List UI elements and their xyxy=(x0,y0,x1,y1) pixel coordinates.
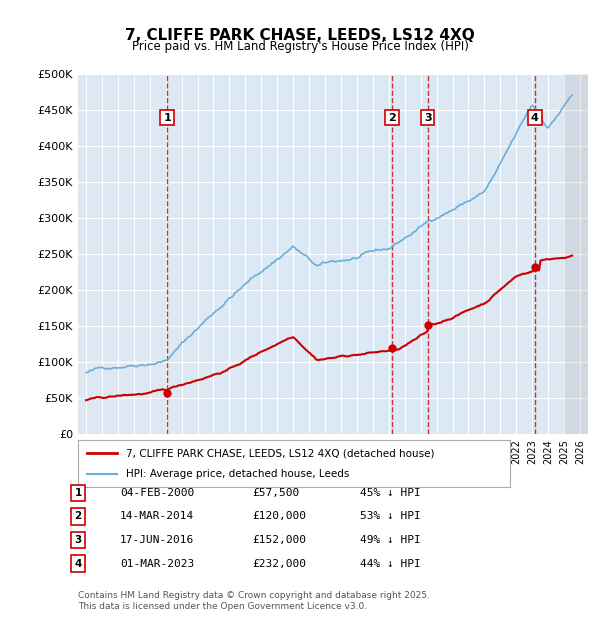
Text: 2: 2 xyxy=(388,113,396,123)
Text: 3: 3 xyxy=(424,113,431,123)
Text: 17-JUN-2016: 17-JUN-2016 xyxy=(120,535,194,545)
Text: 49% ↓ HPI: 49% ↓ HPI xyxy=(360,535,421,545)
Bar xyxy=(564,74,588,434)
Text: 4: 4 xyxy=(74,559,82,569)
Text: 2: 2 xyxy=(74,512,82,521)
Text: HPI: Average price, detached house, Leeds: HPI: Average price, detached house, Leed… xyxy=(125,469,349,479)
Text: 45% ↓ HPI: 45% ↓ HPI xyxy=(360,488,421,498)
Text: 1: 1 xyxy=(74,488,82,498)
Text: 1: 1 xyxy=(163,113,171,123)
Text: 04-FEB-2000: 04-FEB-2000 xyxy=(120,488,194,498)
Text: 53% ↓ HPI: 53% ↓ HPI xyxy=(360,512,421,521)
Text: 7, CLIFFE PARK CHASE, LEEDS, LS12 4XQ: 7, CLIFFE PARK CHASE, LEEDS, LS12 4XQ xyxy=(125,28,475,43)
Text: Price paid vs. HM Land Registry's House Price Index (HPI): Price paid vs. HM Land Registry's House … xyxy=(131,40,469,53)
Text: 4: 4 xyxy=(531,113,539,123)
Text: 01-MAR-2023: 01-MAR-2023 xyxy=(120,559,194,569)
Text: £232,000: £232,000 xyxy=(252,559,306,569)
Text: £152,000: £152,000 xyxy=(252,535,306,545)
Text: £120,000: £120,000 xyxy=(252,512,306,521)
Text: 14-MAR-2014: 14-MAR-2014 xyxy=(120,512,194,521)
Text: Contains HM Land Registry data © Crown copyright and database right 2025.
This d: Contains HM Land Registry data © Crown c… xyxy=(78,591,430,611)
Text: 44% ↓ HPI: 44% ↓ HPI xyxy=(360,559,421,569)
Text: £57,500: £57,500 xyxy=(252,488,299,498)
Text: 7, CLIFFE PARK CHASE, LEEDS, LS12 4XQ (detached house): 7, CLIFFE PARK CHASE, LEEDS, LS12 4XQ (d… xyxy=(125,448,434,458)
Text: 3: 3 xyxy=(74,535,82,545)
